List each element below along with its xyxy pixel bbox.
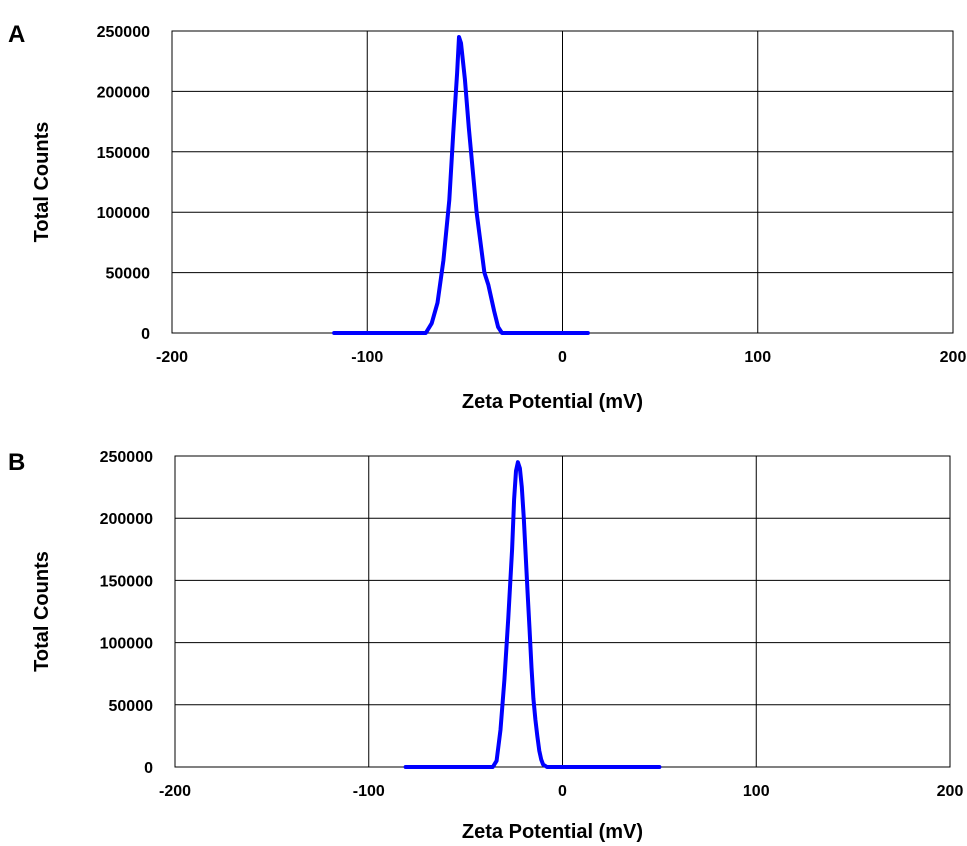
x-tick-label: -200 (156, 349, 188, 366)
x-tick-label: -100 (351, 349, 383, 366)
y-tick-label: 150000 (100, 573, 153, 590)
panel-letter: B (8, 449, 25, 476)
y-tick-label: 50000 (106, 266, 151, 283)
y-axis-title: Total Counts (31, 551, 53, 672)
x-tick-label: 0 (558, 349, 567, 366)
x-tick-label: 100 (743, 783, 770, 800)
series-line-1 (403, 460, 662, 769)
y-tick-label: 0 (144, 760, 153, 777)
x-tick-label: 100 (744, 349, 771, 366)
series-line-1 (332, 35, 590, 335)
chart-panel-a: A 0 50000 100000 150000 200000 250000 -200 -100 0… (8, 21, 966, 413)
x-tick-label: 200 (937, 783, 964, 800)
x-tick-label: 0 (558, 783, 567, 800)
y-tick-label: 200000 (97, 84, 150, 101)
y-tick-label: 50000 (109, 698, 154, 715)
x-axis-title: Zeta Potential (mV) (462, 821, 643, 843)
y-tick-label: 250000 (97, 24, 150, 41)
x-tick-label: -100 (353, 783, 385, 800)
x-axis-title: Zeta Potential (mV) (462, 391, 643, 413)
x-tick-label: 200 (940, 349, 967, 366)
panel-letter: A (8, 21, 25, 48)
y-tick-label: 100000 (100, 636, 153, 653)
x-tick-label: -200 (159, 783, 191, 800)
chart-panel-b: B 0 50000 100000 150000 200000 250000 -200 -100 0… (8, 449, 963, 843)
y-tick-label: 200000 (100, 511, 153, 528)
y-tick-label: 100000 (97, 205, 150, 222)
y-axis-title: Total Counts (31, 122, 53, 243)
y-tick-label: 0 (141, 326, 150, 343)
y-tick-label: 250000 (100, 449, 153, 466)
y-tick-label: 150000 (97, 145, 150, 162)
